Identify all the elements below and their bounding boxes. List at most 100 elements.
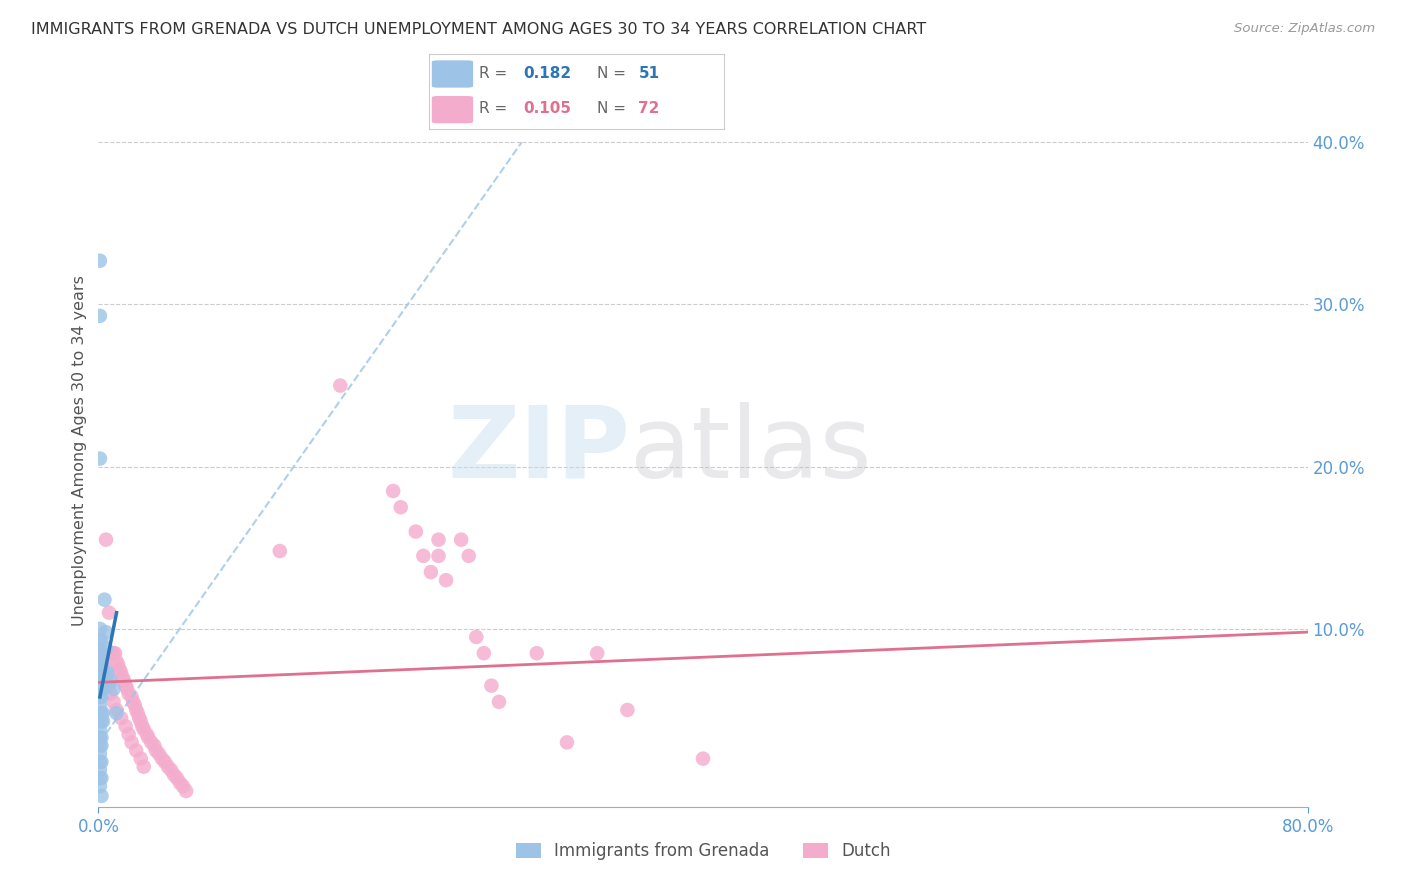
Text: N =: N = [598,102,631,116]
Point [98,679,121,693]
Text: R =: R = [479,102,512,116]
Point [125,743,148,757]
Point [125,703,148,717]
Point [172,779,194,793]
Point [89,665,111,680]
Point [90,731,112,745]
Point [89,622,111,636]
Point [89,641,111,656]
Point [89,723,111,737]
Point [132,723,155,737]
Point [174,784,197,798]
Point [128,711,150,725]
Point [115,681,138,696]
Point [114,679,136,693]
Point [100,687,122,701]
Point [112,673,135,688]
Point [153,755,176,769]
Point [90,665,112,680]
Point [90,771,112,785]
Point [90,706,112,721]
Point [481,679,503,693]
Point [89,747,111,761]
Point [93,592,115,607]
Point [122,695,145,709]
Text: ZIP: ZIP [447,402,630,499]
Point [93,654,115,668]
Point [90,739,112,753]
Point [89,681,111,696]
Point [465,630,488,644]
Point [90,657,112,672]
Point [98,606,121,620]
Point [89,755,111,769]
Point [89,714,111,729]
Point [90,714,112,729]
Point [329,378,352,392]
Point [91,681,114,696]
Y-axis label: Unemployment Among Ages 30 to 34 years: Unemployment Among Ages 30 to 34 years [72,275,87,626]
Point [132,760,155,774]
Point [90,690,112,704]
Point [124,698,146,712]
Point [96,665,118,680]
Point [101,646,124,660]
Point [91,665,114,680]
Point [89,657,111,672]
Point [450,533,472,547]
Point [163,768,186,782]
Point [89,698,111,712]
Point [616,703,638,717]
Point [427,533,450,547]
Legend: Immigrants from Grenada, Dutch: Immigrants from Grenada, Dutch [509,836,897,867]
Point [107,657,129,672]
Point [150,751,173,765]
Point [156,760,179,774]
Point [457,549,479,563]
Point [555,735,578,749]
Point [96,671,118,685]
Point [420,565,443,579]
Point [143,739,166,753]
Point [472,646,495,660]
Point [434,573,457,587]
Point [89,739,111,753]
Point [89,771,111,785]
Point [110,665,132,680]
Point [103,646,125,660]
Point [135,727,157,741]
Point [412,549,434,563]
Point [89,633,111,648]
Text: 72: 72 [638,102,659,116]
Point [94,662,117,676]
Point [108,662,131,676]
Text: N =: N = [598,67,631,81]
Text: 0.182: 0.182 [523,67,571,81]
FancyBboxPatch shape [432,96,472,123]
Point [114,719,136,733]
Point [91,649,114,664]
Point [89,731,111,745]
Point [105,706,128,721]
Point [427,549,450,563]
Text: 51: 51 [638,67,659,81]
Point [111,671,134,685]
Point [586,646,609,660]
Point [269,544,291,558]
Text: IMMIGRANTS FROM GRENADA VS DUTCH UNEMPLOYMENT AMONG AGES 30 TO 34 YEARS CORRELAT: IMMIGRANTS FROM GRENADA VS DUTCH UNEMPLO… [31,22,927,37]
Point [91,646,114,660]
Point [148,747,170,761]
Point [90,673,112,688]
Point [105,654,128,668]
Point [90,633,112,648]
Point [90,755,112,769]
Point [105,703,128,717]
Text: R =: R = [479,67,512,81]
Point [121,735,143,749]
Point [166,771,188,785]
Point [526,646,548,660]
Point [89,253,111,268]
Point [90,649,112,664]
Point [100,673,122,688]
Point [488,695,510,709]
